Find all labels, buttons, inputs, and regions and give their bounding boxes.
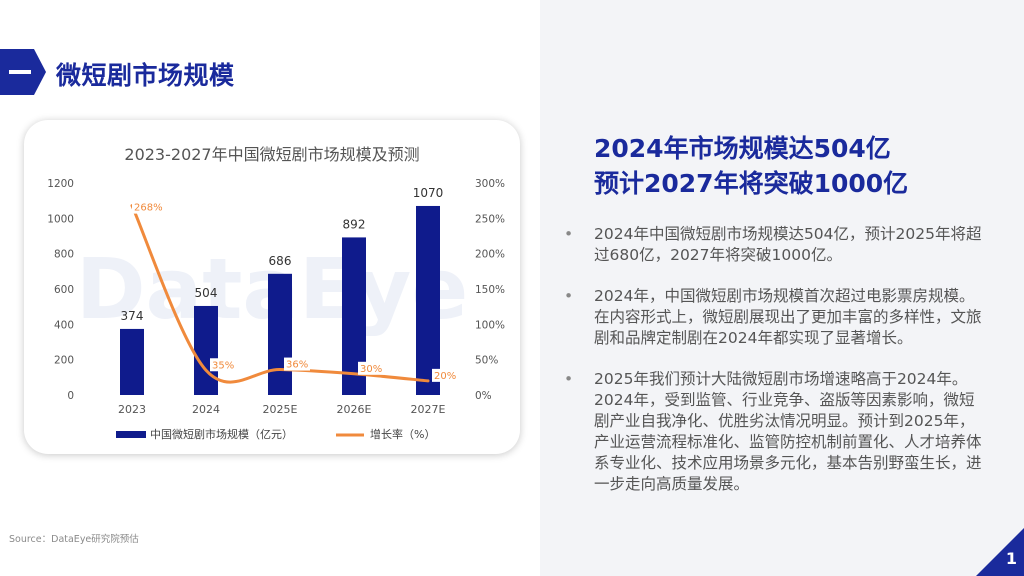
bullet-text: 2024年中国微短剧市场规模达504亿，预计2025年将超过680亿，2027年… <box>594 225 982 264</box>
bar-value-label: 504 <box>195 286 218 300</box>
section-title: 微短剧市场规模 <box>56 61 235 90</box>
page-number: 1 <box>1005 549 1017 568</box>
bar <box>120 328 144 395</box>
y-right-tick-label: 0% <box>475 390 492 402</box>
y-left-tick-label: 1000 <box>47 213 74 225</box>
bullet-item-2: • 2024年，中国微短剧市场规模首次超过电影票房规模。在内容形式上，微短剧展现… <box>562 286 982 349</box>
right-panel <box>540 0 1024 576</box>
y-right-tick-label: 250% <box>475 213 505 225</box>
bullet-text: 2025年我们预计大陆微短剧市场增速略高于2024年。2024年，受到监管、行业… <box>594 370 982 493</box>
bullet-text: 2024年，中国微短剧市场规模首次超过电影票房规模。在内容形式上，微短剧展现出了… <box>594 287 982 347</box>
legend-bar-label: 中国微短剧市场规模（亿元） <box>150 427 293 441</box>
x-tick-label: 2027E <box>411 403 446 416</box>
y-right-tick-label: 150% <box>475 284 505 296</box>
y-right-tick-label: 50% <box>475 355 498 367</box>
x-tick-label: 2025E <box>263 403 298 416</box>
y-left-tick-label: 1200 <box>47 178 74 190</box>
y-left-tick-label: 600 <box>54 284 74 296</box>
x-tick-label: 2023 <box>118 403 146 416</box>
y-left-tick-label: 800 <box>54 249 74 261</box>
page-corner-triangle <box>976 528 1024 576</box>
bar <box>416 205 440 395</box>
bullet-dot: • <box>564 370 574 388</box>
rate-label-bg <box>132 200 158 214</box>
y-left-tick-label: 400 <box>54 319 74 331</box>
x-tick-label: 2024 <box>192 403 220 416</box>
bar <box>268 273 292 395</box>
bar-value-label: 1070 <box>413 186 444 200</box>
rate-label: 20% <box>434 371 456 382</box>
rate-label-bg <box>358 361 384 375</box>
rate-label-bg <box>210 358 236 372</box>
y-left-tick-label: 200 <box>54 355 74 367</box>
bar-value-label: 374 <box>121 309 144 323</box>
market-size-chart: DataEye2023-2027年中国微短剧市场规模及预测02004006008… <box>47 145 505 441</box>
headline-line-1: 2024年市场规模达504亿 <box>594 134 891 163</box>
headline: 2024年市场规模达504亿 预计2027年将突破1000亿 <box>594 131 1004 201</box>
y-left-tick-label: 0 <box>67 390 74 402</box>
x-tick-label: 2026E <box>337 403 372 416</box>
source-note: Source：DataEye研究院预估 <box>9 534 139 545</box>
rate-label: 30% <box>360 364 382 375</box>
bullet-item-1: • 2024年中国微短剧市场规模达504亿，预计2025年将超过680亿，202… <box>562 224 982 266</box>
chart-card: DataEye2023-2027年中国微短剧市场规模及预测02004006008… <box>24 120 520 454</box>
bar <box>194 305 218 395</box>
rate-label: 36% <box>286 360 308 371</box>
y-right-tick-label: 100% <box>475 319 505 331</box>
bullet-dot: • <box>564 225 574 243</box>
headline-line-2: 预计2027年将突破1000亿 <box>594 169 909 198</box>
legend-bar-swatch <box>116 431 146 438</box>
section-tab-icon <box>0 49 46 95</box>
bullet-list: • 2024年中国微短剧市场规模达504亿，预计2025年将超过680亿，202… <box>562 224 982 515</box>
rate-label-bg <box>432 368 458 382</box>
bar-value-label: 686 <box>269 254 292 268</box>
rate-label: 35% <box>212 360 234 371</box>
rate-label: 268% <box>134 203 163 214</box>
bullet-dot: • <box>564 287 574 305</box>
growth-rate-line <box>130 204 430 384</box>
y-right-tick-label: 300% <box>475 178 505 190</box>
chart-title: 2023-2027年中国微短剧市场规模及预测 <box>124 145 419 164</box>
legend-line-label: 增长率（%） <box>370 427 435 441</box>
y-right-tick-label: 200% <box>475 249 505 261</box>
rate-label-bg <box>284 357 310 371</box>
bullet-item-3: • 2025年我们预计大陆微短剧市场增速略高于2024年。2024年，受到监管、… <box>562 369 982 495</box>
bar-value-label: 892 <box>343 217 366 231</box>
